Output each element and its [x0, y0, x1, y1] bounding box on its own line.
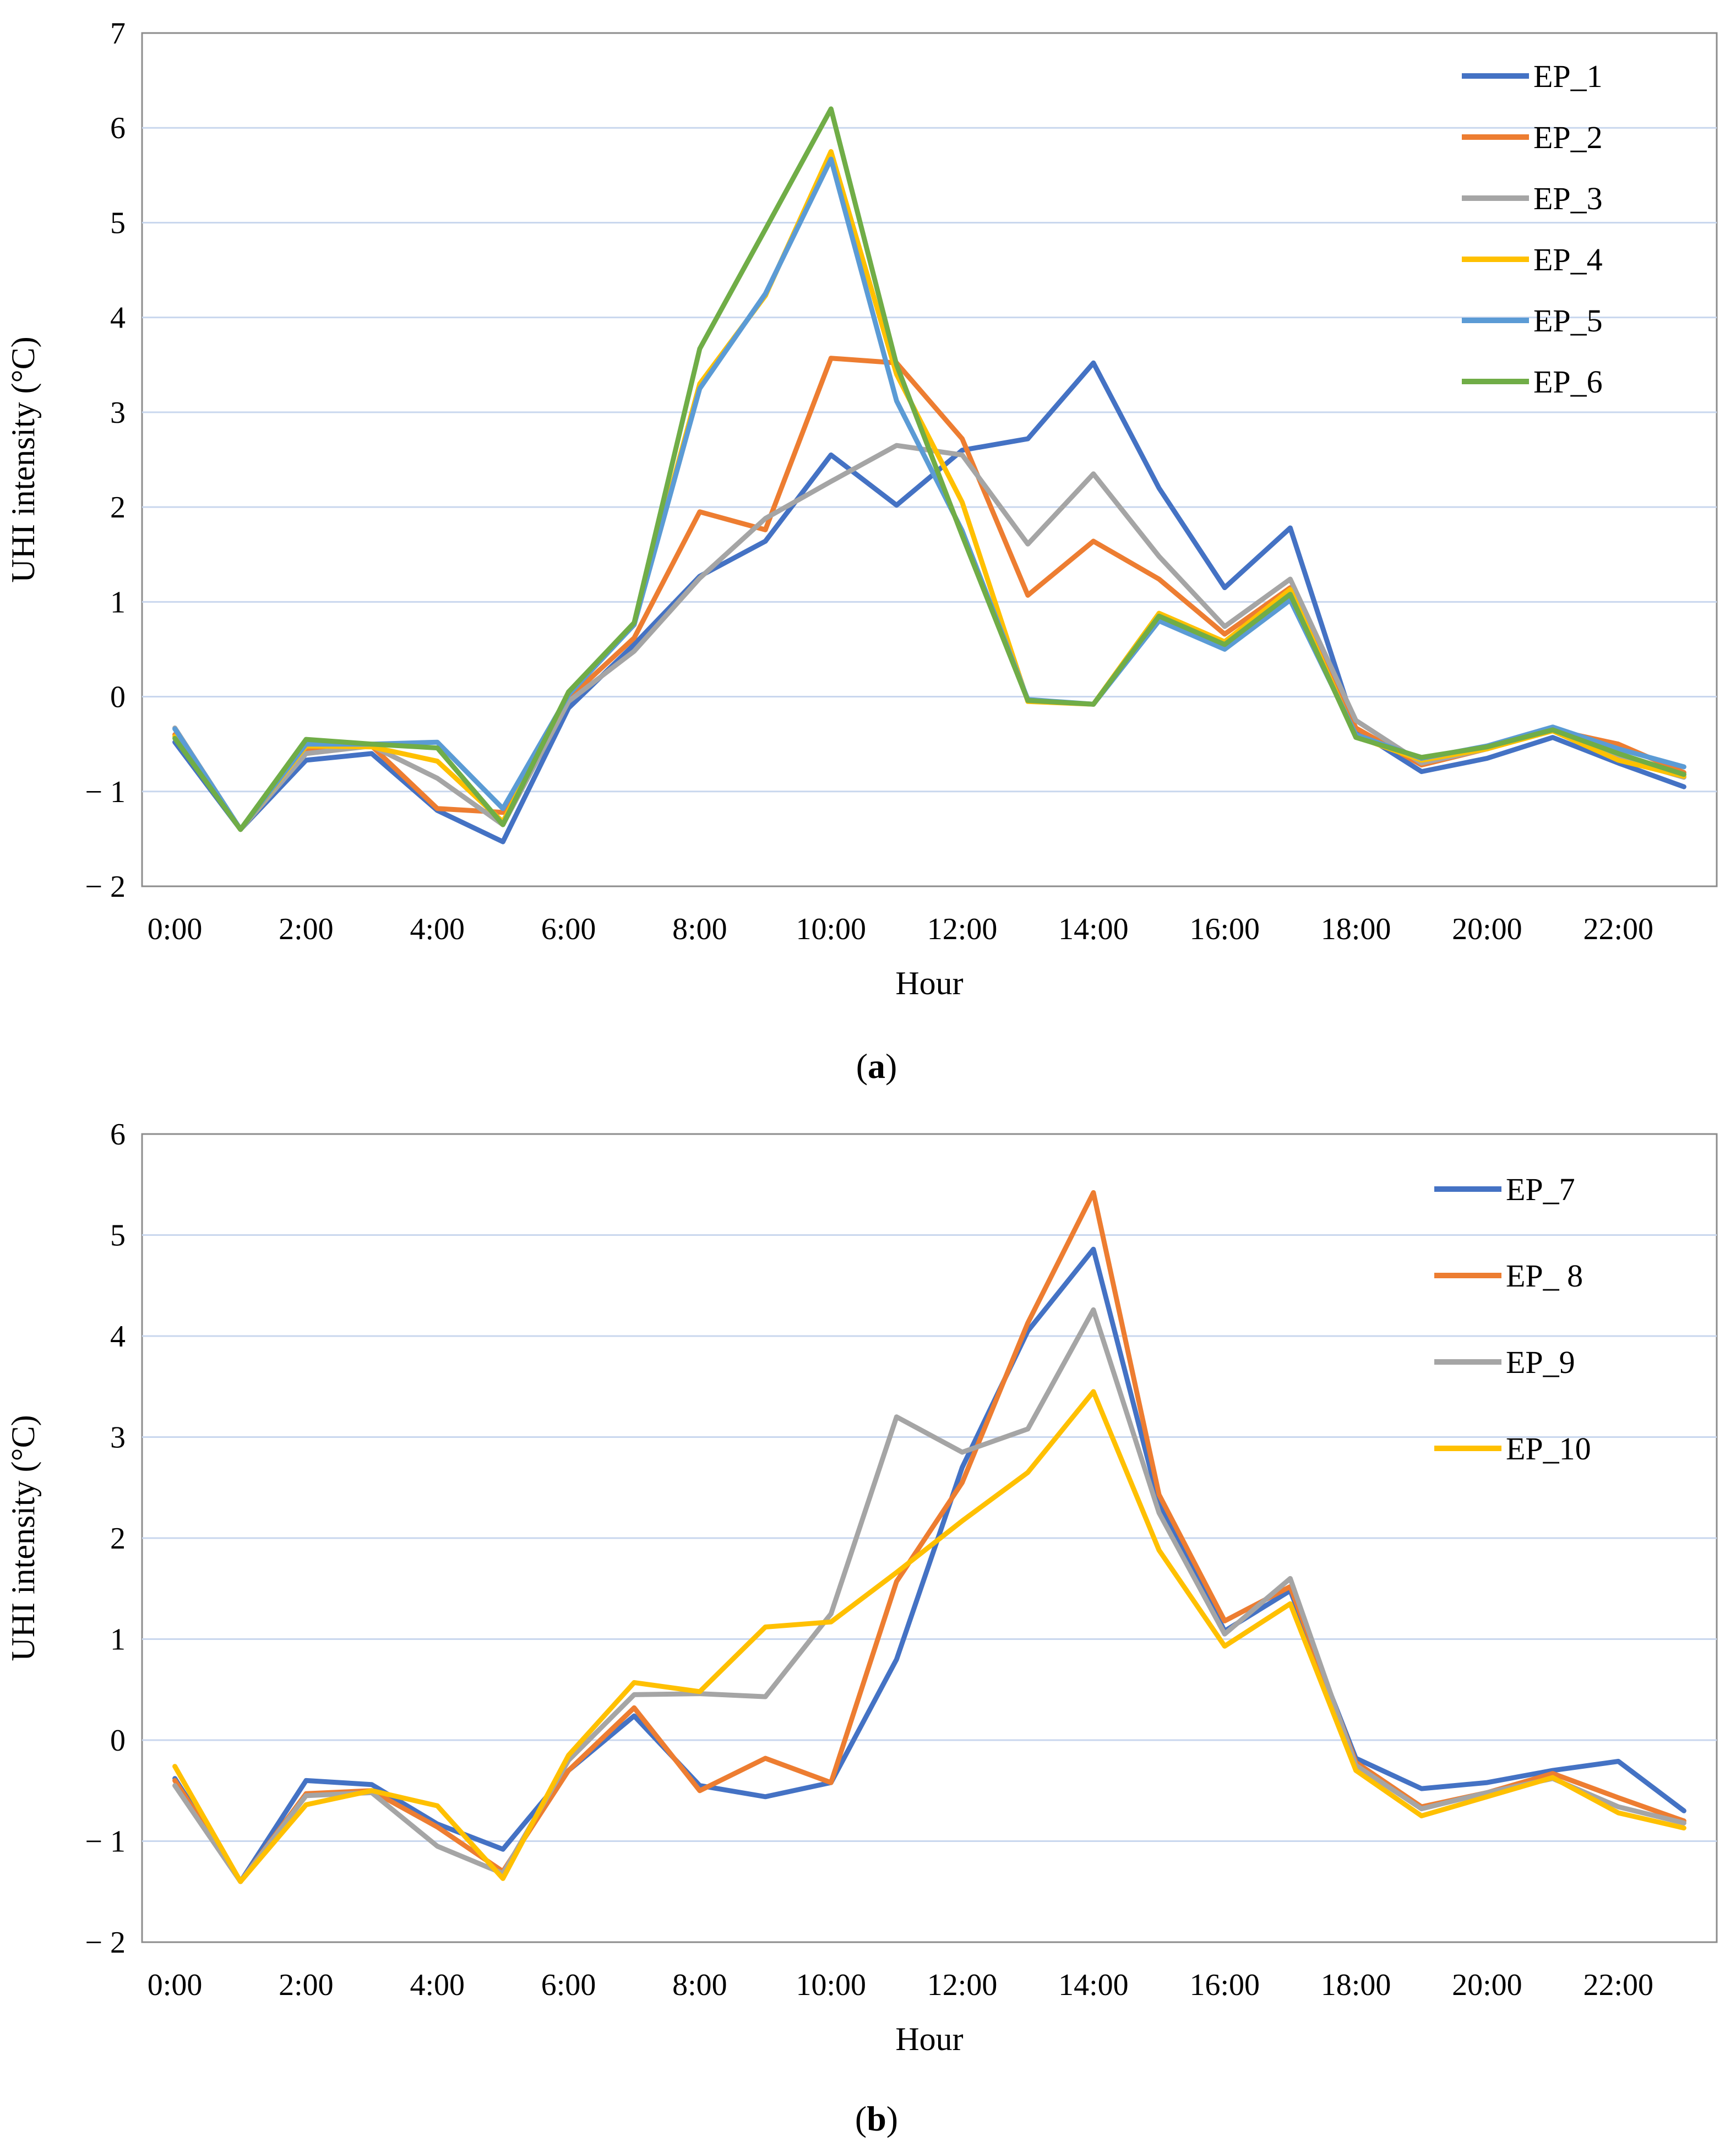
- panel-b-legend-label: EP_9: [1506, 1344, 1575, 1380]
- panel-a-x-tick-label: 12:00: [927, 912, 998, 946]
- panel-b-x-tick-label: 20:00: [1452, 1968, 1522, 2002]
- panel-a-legend-item: EP_4: [1462, 242, 1603, 277]
- panel-a-x-tick-label: 14:00: [1058, 912, 1129, 946]
- panel-a-y-tick-label: − 1: [85, 775, 126, 809]
- panel-b-y-tick-label: 4: [110, 1320, 126, 1354]
- panel-a-plot-area: [141, 32, 1718, 887]
- panel-a-legend-label: EP_6: [1533, 364, 1603, 400]
- panel-a-y-tick-label: 1: [110, 585, 126, 619]
- panel-a-legend-item: EP_2: [1462, 119, 1603, 155]
- panel-b-x-tick-label: 14:00: [1058, 1968, 1129, 2002]
- panel-a-x-tick-label: 10:00: [796, 912, 866, 946]
- panel-b-x-tick-label: 16:00: [1189, 1968, 1260, 2002]
- panel-a-series-line-ep-6: [172, 106, 1686, 832]
- panel-a-y-tick-label: 5: [110, 206, 126, 240]
- panel-b-y-tick-label: 5: [110, 1219, 126, 1253]
- panel-b-y-tick-labels: 6 5 4 3 2 1 0 − 1 − 2: [85, 1118, 126, 1960]
- panel-a-legend-label: EP_5: [1533, 303, 1603, 339]
- panel-b-x-tick-label: 8:00: [672, 1968, 727, 2002]
- panel-b-y-tick-label: 6: [110, 1118, 126, 1152]
- panel-a-legend-item: EP_5: [1462, 303, 1603, 339]
- panel-a-legend-label: EP_2: [1533, 119, 1603, 155]
- panel-b-x-tick-label: 4:00: [410, 1968, 465, 2002]
- panel-b-legend-label: EP_ 8: [1506, 1258, 1583, 1294]
- panel-b-legend-item: EP_ 8: [1434, 1258, 1583, 1294]
- panel-b-x-axis-title: Hour: [895, 2021, 963, 2057]
- panel-a-x-tick-label: 18:00: [1321, 912, 1391, 946]
- panel-b-gridlines: [142, 1234, 1717, 1842]
- panel-a-legend-label: EP_4: [1533, 242, 1603, 277]
- panel-a-x-tick-label: 6:00: [541, 912, 596, 946]
- panel-b-x-tick-label: 0:00: [148, 1968, 203, 2002]
- panel-a-x-tick-label: 20:00: [1452, 912, 1522, 946]
- panel-b-series-line-ep-7: [172, 1246, 1686, 1884]
- panel-b-series-lines: [172, 1190, 1686, 1884]
- panel-b-y-tick-label: 3: [110, 1421, 126, 1455]
- panel-a-x-axis-title: Hour: [895, 965, 963, 1001]
- panel-a-y-tick-label: 0: [110, 680, 126, 715]
- panel-b-caption-letter: b: [867, 2099, 886, 2138]
- panel-b-x-tick-label: 10:00: [796, 1968, 866, 2002]
- panel-a-y-tick-label: 3: [110, 396, 126, 430]
- panel-b-y-tick-label: 0: [110, 1724, 126, 1758]
- panel-b-legend: EP_7 EP_ 8 EP_9 EP_10: [1434, 1171, 1591, 1467]
- panel-b-caption-close: ): [886, 2099, 898, 2138]
- panel-a-y-tick-label: − 2: [85, 870, 126, 904]
- panel-a-legend: EP_1 EP_2 EP_3 EP_4 EP_5 EP_6: [1462, 58, 1603, 400]
- panel-a-y-tick-label: 7: [110, 17, 126, 51]
- panel-a-legend-label: EP_1: [1533, 58, 1603, 94]
- panel-a-x-tick-label: 4:00: [410, 912, 465, 946]
- panel-a-x-tick-label: 0:00: [148, 912, 203, 946]
- panel-b-legend-label: EP_7: [1506, 1171, 1575, 1207]
- panel-b-x-tick-labels: 0:00 2:00 4:00 6:00 8:00 10:00 12:00 14:00 16:00…: [148, 1968, 1653, 2002]
- panel-b-legend-item: EP_7: [1434, 1171, 1575, 1207]
- panel-b-legend-item: EP_9: [1434, 1344, 1575, 1380]
- panel-a-legend-item: EP_1: [1462, 58, 1603, 94]
- panel-a-caption-close: ): [885, 1046, 897, 1086]
- panel-b-caption-open: (: [855, 2099, 867, 2138]
- panel-a-line-chart: 7 6 5 4 3 2 1 0 − 1 − 2 0:00 2:00 4:00 6:00 8:00 10:00…: [5, 17, 1718, 1086]
- panel-a-y-tick-label: 4: [110, 301, 126, 335]
- panel-a-x-tick-labels: 0:00 2:00 4:00 6:00 8:00 10:00 12:00 14:00 16:00…: [148, 912, 1653, 946]
- panel-b-y-tick-label: 2: [110, 1522, 126, 1556]
- panel-b-x-tick-label: 12:00: [927, 1968, 998, 2002]
- panel-b-x-tick-label: 2:00: [279, 1968, 334, 2002]
- panel-a-gridlines: [142, 127, 1717, 793]
- panel-a-x-tick-label: 22:00: [1583, 912, 1653, 946]
- panel-a-y-tick-labels: 7 6 5 4 3 2 1 0 − 1 − 2: [85, 17, 126, 904]
- panel-b-y-tick-label: 1: [110, 1623, 126, 1657]
- panel-a-legend-item: EP_6: [1462, 364, 1603, 400]
- panel-a-x-tick-label: 8:00: [672, 912, 727, 946]
- panel-a-series-lines: [172, 106, 1686, 844]
- panel-a-caption-open: (: [856, 1046, 868, 1086]
- panel-b-series-line-ep-9: [172, 1307, 1686, 1884]
- panel-b-x-tick-label: 18:00: [1321, 1968, 1391, 2002]
- panel-b-x-tick-label: 6:00: [541, 1968, 596, 2002]
- panel-a-y-tick-label: 6: [110, 111, 126, 145]
- panel-a-x-tick-label: 2:00: [279, 912, 334, 946]
- panel-a-legend-label: EP_3: [1533, 181, 1603, 216]
- panel-b-x-tick-label: 22:00: [1583, 1968, 1653, 2002]
- panel-b-y-tick-label: − 1: [85, 1825, 126, 1859]
- panel-b-legend-label: EP_10: [1506, 1431, 1591, 1467]
- panel-b-legend-item: EP_10: [1434, 1431, 1591, 1467]
- panel-a-caption: (a): [856, 1046, 897, 1086]
- panel-a-y-axis-title: UHI intensity (°C): [5, 336, 41, 582]
- panel-b-line-chart: 6 5 4 3 2 1 0 − 1 − 2 0:00 2:00 4:00 6:00 8:00 10:00 1…: [5, 1118, 1718, 2138]
- panel-a-caption-letter: a: [868, 1046, 885, 1086]
- panel-a-y-tick-label: 2: [110, 490, 126, 525]
- panel-a-legend-item: EP_3: [1462, 181, 1603, 216]
- panel-b-y-tick-label: − 2: [85, 1926, 126, 1960]
- panel-a-x-tick-label: 16:00: [1189, 912, 1260, 946]
- panel-b-series-line-ep-10: [172, 1389, 1686, 1884]
- panel-b-y-axis-title: UHI intensity (°C): [5, 1415, 41, 1661]
- panel-b-caption: (b): [855, 2099, 898, 2138]
